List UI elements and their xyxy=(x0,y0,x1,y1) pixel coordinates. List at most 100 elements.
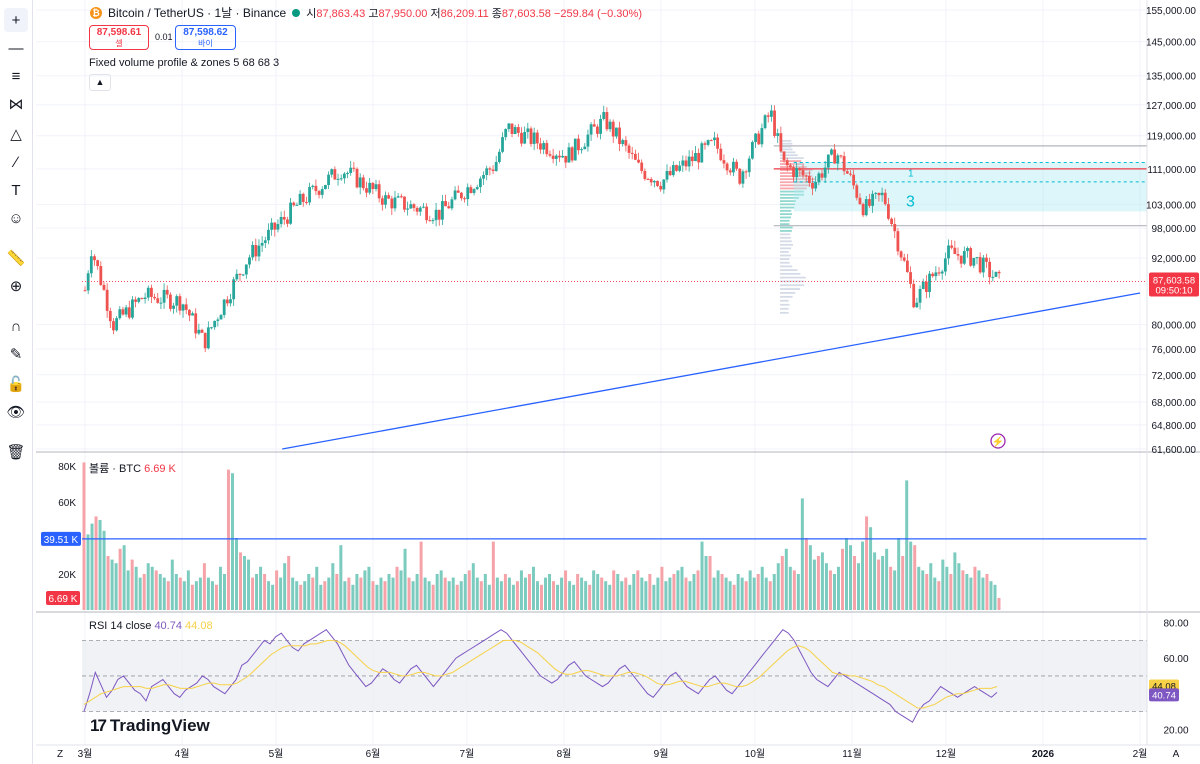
magnet-icon[interactable]: ∩ xyxy=(4,314,28,338)
volume-bar xyxy=(765,578,768,610)
brush-icon[interactable]: ∕ xyxy=(4,150,28,174)
crosshair-icon[interactable]: + xyxy=(4,8,28,32)
lock-pencil-icon[interactable]: ✎ xyxy=(4,342,28,366)
chart-canvas[interactable]: 1 3 87,603.5809:50:10 ⚡ 39.51 K 6.69 K 44.0… xyxy=(36,0,1200,764)
horizontal-line-icon[interactable]: — xyxy=(4,36,28,60)
eye-icon[interactable]: 👁 xyxy=(4,400,28,424)
pattern-icon[interactable]: ⋈ xyxy=(4,92,28,116)
candle-body xyxy=(210,327,213,328)
volume-bar xyxy=(496,578,499,610)
fib-icon[interactable]: ≡ xyxy=(4,64,28,88)
volume-bar xyxy=(977,570,980,610)
time-tick-label: 4월 xyxy=(175,748,190,760)
volume-bar xyxy=(805,538,808,610)
volume-bar xyxy=(705,556,708,610)
symbol-header: ₿ Bitcoin / TetherUS · 1날 · Binance 시87,… xyxy=(90,4,642,21)
chart-area[interactable]: 1 3 87,603.58 09:50:10 ⚡ 39.51 K 6.69 K 44.0… xyxy=(36,0,1200,764)
candle-body xyxy=(109,311,112,321)
volume-bar xyxy=(556,585,559,610)
volume-bar xyxy=(432,585,435,610)
indicator-label[interactable]: Fixed volume profile & zones 5 68 68 3 xyxy=(89,57,279,69)
rsi-legend[interactable]: RSI 14 close 40.74 44.08 xyxy=(89,620,213,632)
volume-bar xyxy=(640,578,643,610)
price-tick-label: 76,000.00 xyxy=(1152,345,1197,356)
price-tick-label: 135,000.00 xyxy=(1146,72,1196,83)
candle-body xyxy=(169,295,172,309)
volume-bar xyxy=(592,570,595,610)
candle-body xyxy=(277,224,280,230)
candle-body xyxy=(887,204,890,219)
candle-body xyxy=(330,169,333,175)
volume-bar xyxy=(359,578,362,610)
candle-body xyxy=(299,194,302,205)
time-tick-label: 10월 xyxy=(745,748,765,760)
candle-body xyxy=(596,127,599,134)
volume-bar xyxy=(476,578,479,610)
sell-button[interactable]: 87,598.61 셀 xyxy=(89,25,149,50)
volume-bar xyxy=(247,560,250,610)
candle-body xyxy=(416,208,419,212)
volume-bar xyxy=(781,556,784,610)
volume-bar xyxy=(275,570,278,610)
symbol-title[interactable]: Bitcoin / TetherUS · 1날 · Binance xyxy=(108,4,286,21)
rsi-tick-label: 60.00 xyxy=(1163,654,1188,665)
ruler-icon[interactable]: 📏 xyxy=(4,246,28,270)
volume-bar xyxy=(163,578,166,610)
candle-body xyxy=(441,201,444,220)
volume-bar xyxy=(600,578,603,610)
candle-body xyxy=(270,223,273,230)
volume-bar xyxy=(259,567,262,610)
candle-body xyxy=(118,309,121,318)
volume-bar xyxy=(428,581,431,610)
text-icon[interactable]: T xyxy=(4,178,28,202)
volume-profile-bar xyxy=(780,237,791,239)
volume-bar xyxy=(717,570,720,610)
candle-body xyxy=(817,173,820,182)
candle-body xyxy=(979,257,982,272)
lock-icon[interactable]: 🔓 xyxy=(4,372,28,396)
candle-body xyxy=(153,297,156,298)
candle-body xyxy=(451,199,454,208)
volume-bar xyxy=(456,585,459,610)
candle-body xyxy=(830,150,833,155)
price-tick-label: 61,600.00 xyxy=(1152,445,1197,456)
volume-profile-bar xyxy=(780,312,789,314)
candle-body xyxy=(384,195,387,205)
volume-bar xyxy=(123,545,126,610)
volume-bar xyxy=(504,574,507,610)
candle-body xyxy=(444,201,447,206)
volume-bar xyxy=(536,581,539,610)
trash-icon[interactable]: 🗑 xyxy=(4,440,28,464)
volume-bar xyxy=(709,556,712,610)
volume-bar xyxy=(729,581,732,610)
volume-bar xyxy=(299,585,302,610)
volume-bar xyxy=(893,570,896,610)
candle-body xyxy=(773,110,776,135)
volume-bar xyxy=(584,581,587,610)
candle-body xyxy=(555,156,558,159)
zoom-icon[interactable]: ⊕ xyxy=(4,274,28,298)
volume-profile-bar xyxy=(780,230,792,232)
candle-body xyxy=(305,202,308,203)
volume-bar xyxy=(656,578,659,610)
collapse-indicators-button[interactable]: ▲ xyxy=(89,74,111,91)
candle-body xyxy=(735,162,738,169)
candle-body xyxy=(485,168,488,175)
buy-button[interactable]: 87,598.62 바이 xyxy=(175,25,236,50)
candle-body xyxy=(938,272,941,273)
volume-profile-bar xyxy=(780,280,804,282)
emoji-icon[interactable]: ☺ xyxy=(4,206,28,230)
volume-bar xyxy=(388,574,391,610)
candle-body xyxy=(846,171,849,173)
candle-body xyxy=(432,220,435,221)
volume-profile-bar xyxy=(780,300,789,302)
volume-legend[interactable]: 볼륨 · BTC 6.69 K xyxy=(89,460,176,476)
candle-body xyxy=(112,321,115,330)
candle-body xyxy=(254,245,257,256)
triangle-icon[interactable]: △ xyxy=(4,122,28,146)
tradingview-logo[interactable]: 17 TradingView xyxy=(90,716,210,736)
candle-body xyxy=(185,304,188,309)
candle-body xyxy=(925,282,928,292)
candle-body xyxy=(549,154,552,156)
candle-body xyxy=(878,193,881,195)
